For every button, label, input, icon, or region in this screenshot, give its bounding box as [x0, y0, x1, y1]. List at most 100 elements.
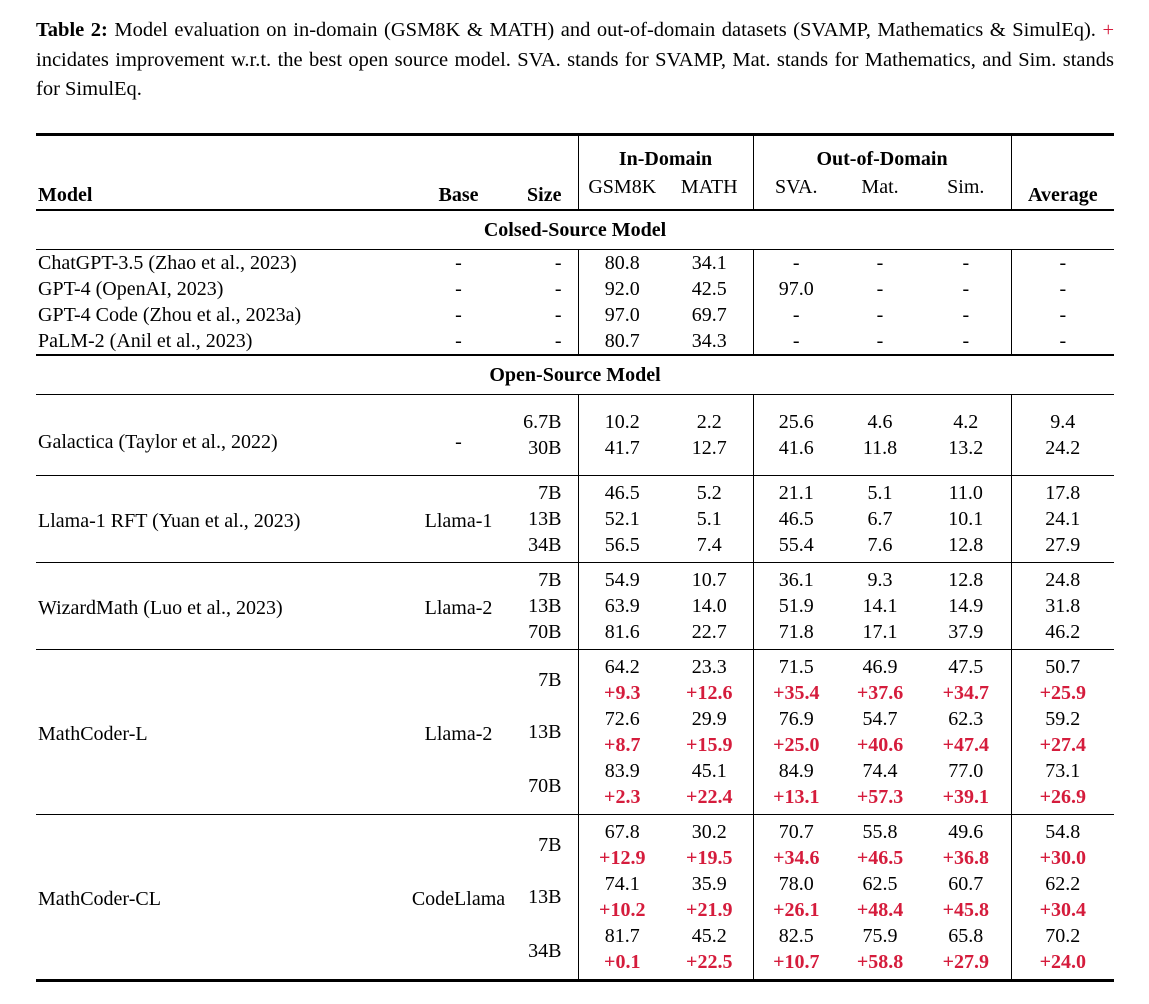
improvement-value: +0.1 — [577, 949, 666, 981]
size-value: 7B — [511, 475, 578, 506]
header-model: Model — [38, 184, 93, 206]
header-size: Size — [527, 184, 562, 206]
metric-value: 2.2 — [696, 411, 722, 433]
section-header-row: Colsed-Source Model — [36, 209, 1115, 250]
metric-value: 5.2 — [666, 475, 754, 506]
model-name: PaLM-2 (Anil et al., 2023) — [38, 330, 253, 352]
metric-value: 10.1 — [948, 508, 984, 530]
metric-value: 42.5 — [691, 278, 727, 300]
model-name: ChatGPT-3.5 (Zhao et al., 2023) — [38, 252, 297, 274]
metric-value: 64.2 — [577, 649, 666, 680]
improvement-value: +37.6 — [856, 682, 904, 704]
metric-value: - — [1010, 249, 1115, 276]
metric-value: - — [752, 302, 840, 328]
metric-value: 10.7 — [666, 562, 754, 593]
metric-value: 51.9 — [752, 593, 840, 619]
metric-value: 49.6 — [921, 814, 1012, 845]
metric-value: 9.3 — [839, 562, 922, 593]
improvement-value: +27.9 — [942, 951, 989, 973]
metric-value: 82.5 — [752, 923, 840, 949]
section-header-row: Open-Source Model — [36, 354, 1115, 395]
metric-value: 24.8 — [1010, 562, 1115, 593]
metric-value: 78.0 — [752, 871, 840, 897]
metric-value: 60.7 — [948, 873, 984, 895]
metric-value: 46.5 — [577, 475, 666, 506]
metric-value: 37.9 — [948, 621, 984, 643]
metric-value: 34.1 — [691, 252, 727, 274]
size-value: 13B — [528, 508, 562, 530]
size-value: 13B — [528, 721, 562, 743]
improvement-value: +25.0 — [752, 732, 840, 758]
model-name: GPT-4 Code (Zhou et al., 2023a) — [38, 304, 302, 326]
metric-value: 72.6 — [577, 706, 666, 732]
metric-value: 47.5 — [921, 649, 1012, 680]
metric-value: 73.1 — [1010, 758, 1115, 784]
improvement-value: +27.4 — [1010, 732, 1115, 758]
metric-value: 35.9 — [691, 873, 727, 895]
metric-value: 12.8 — [948, 534, 984, 556]
metric-value: - — [876, 252, 884, 274]
improvement-value: +9.3 — [577, 680, 666, 706]
improvement-value: +24.0 — [1010, 949, 1115, 981]
metric-value: 74.1 — [577, 871, 666, 897]
improvement-value: +58.8 — [856, 951, 904, 973]
metric-value: 27.9 — [1010, 532, 1115, 563]
size-value: - — [554, 278, 562, 300]
model-name: GPT-4 (OpenAI, 2023) — [38, 278, 224, 300]
metric-value: 7.4 — [696, 534, 722, 556]
metric-value: - — [876, 330, 884, 352]
size-value: - — [554, 304, 562, 326]
base-model-name: Llama-2 — [406, 649, 511, 815]
improvement-value: +39.1 — [942, 786, 989, 808]
base-model-name: - — [455, 252, 462, 274]
improvement-value: +40.6 — [856, 734, 904, 756]
metric-value: 54.9 — [577, 562, 666, 593]
size-value: 7B — [511, 814, 578, 871]
metric-value: 54.7 — [862, 708, 898, 730]
table-row-improvement: +8.7 +15.9 +25.0 +40.6 +47.4 +27.4 — [36, 732, 1115, 758]
metric-value: 59.2 — [1010, 706, 1115, 732]
base-model-name: Llama-2 — [406, 562, 511, 650]
caption-plus-sign: + — [1102, 19, 1115, 41]
header-average: Average — [1010, 134, 1115, 210]
size-value: 6.7B — [523, 411, 562, 433]
metric-value: 97.0 — [577, 302, 666, 328]
improvement-value: +26.1 — [752, 897, 840, 923]
model-name: MathCoder-L — [36, 649, 406, 815]
improvement-value: +36.8 — [942, 847, 989, 869]
improvement-value: +22.5 — [686, 951, 733, 973]
size-value: 34B — [528, 940, 562, 962]
metric-value: 63.9 — [577, 593, 666, 619]
metric-value: 36.1 — [752, 562, 840, 593]
table-row-improvement: +2.3 +22.4 +13.1 +57.3 +39.1 +26.9 — [36, 784, 1115, 815]
improvement-value: +30.0 — [1010, 845, 1115, 871]
model-name: Galactica (Taylor et al., 2022) — [38, 431, 278, 453]
metric-value: 55.8 — [839, 814, 922, 845]
metric-value: 11.0 — [921, 475, 1012, 506]
size-value: 13B — [528, 886, 562, 908]
header-base: Base — [438, 184, 479, 206]
metric-value: - — [1010, 276, 1115, 302]
metric-value: 46.9 — [839, 649, 922, 680]
metric-value: 97.0 — [752, 276, 840, 302]
table-row: 34B 81.7 45.2 82.5 75.9 65.8 70.2 — [36, 923, 1115, 962]
metric-value: 5.1 — [839, 475, 922, 506]
metric-value: 4.6 — [867, 411, 893, 433]
metric-value: 10.2 — [577, 394, 666, 435]
metric-value: 92.0 — [577, 276, 666, 302]
metric-value: 25.6 — [752, 394, 840, 435]
metric-value: 14.1 — [862, 595, 898, 617]
metric-value: 24.1 — [1010, 506, 1115, 532]
metric-value: 4.2 — [953, 411, 979, 433]
metric-value: 62.2 — [1010, 871, 1115, 897]
metric-value: - — [1010, 328, 1115, 355]
size-value: 30B — [528, 437, 562, 459]
metric-value: 50.7 — [1010, 649, 1115, 680]
section-title: Colsed-Source Model — [36, 209, 1115, 250]
metric-value: - — [876, 278, 884, 300]
metric-value: 65.8 — [948, 925, 984, 947]
metric-value: 62.5 — [862, 873, 898, 895]
improvement-value: +19.5 — [686, 847, 733, 869]
metric-value: 74.4 — [862, 760, 898, 782]
improvement-value: +46.5 — [856, 847, 904, 869]
